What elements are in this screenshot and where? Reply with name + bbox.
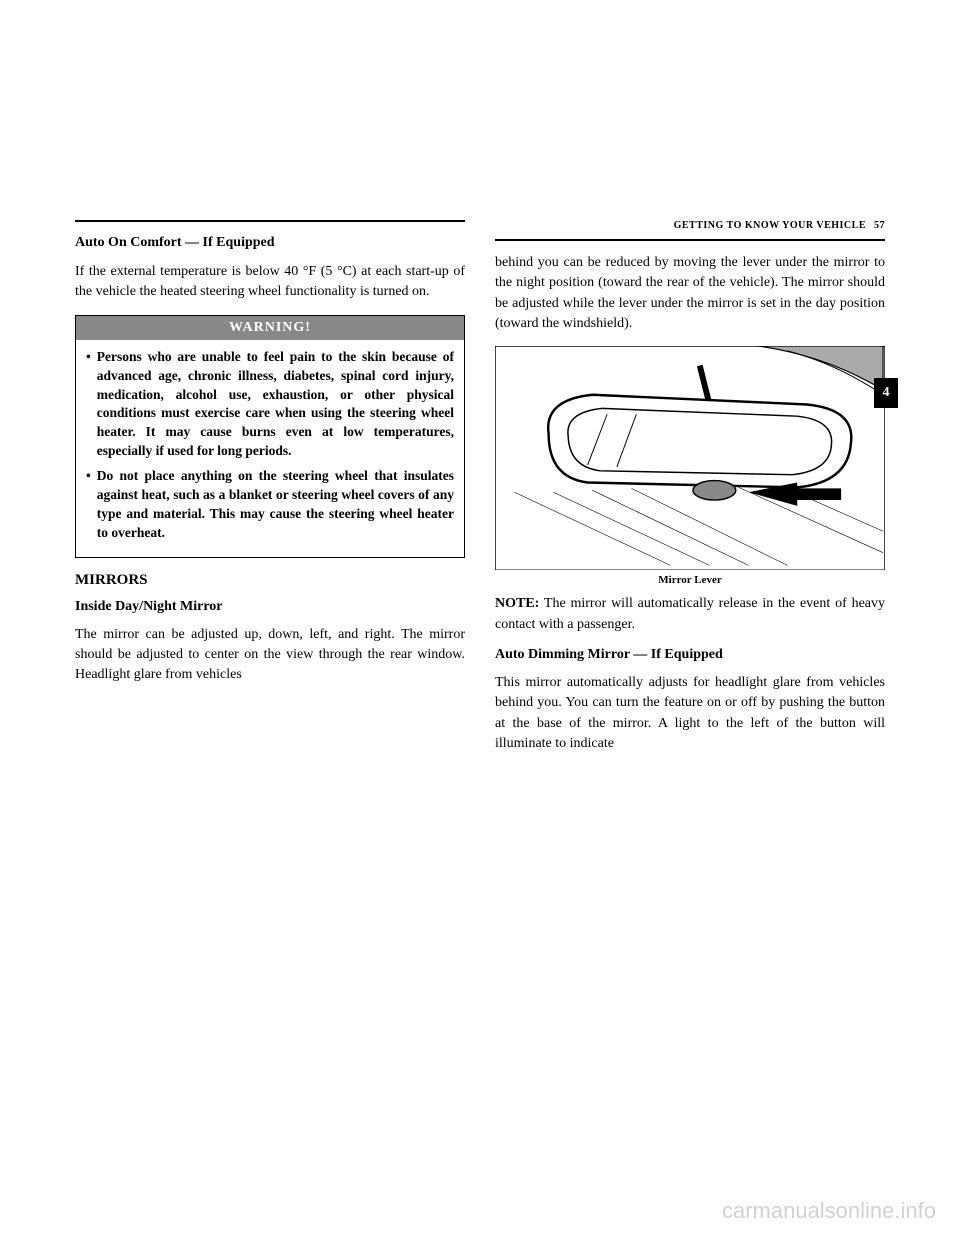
note-body: The mirror will automatically release in… — [495, 596, 885, 631]
para-mirror-adjust: The mirror can be adjusted up, down, lef… — [75, 625, 465, 686]
bullet-icon: • — [86, 467, 91, 543]
page-content: Auto On Comfort — If Equipped If the ext… — [75, 220, 885, 766]
left-column: Auto On Comfort — If Equipped If the ext… — [75, 220, 465, 766]
section-mirrors: MIRRORS — [75, 572, 465, 589]
figure-mirror-lever — [495, 346, 885, 570]
note-label: NOTE: — [495, 596, 539, 611]
right-column: GETTING TO KNOW YOUR VEHICLE 57 behind y… — [495, 220, 885, 766]
para-autodim: This mirror automatically adjusts for he… — [495, 673, 885, 754]
header-section: GETTING TO KNOW YOUR VEHICLE — [674, 220, 866, 231]
warning-title: WARNING! — [76, 316, 464, 340]
tab-number: 4 — [883, 385, 890, 401]
section-tab: 4 — [874, 378, 898, 408]
subsection-autodim: Auto Dimming Mirror — If Equipped — [495, 647, 885, 663]
warning-item: • Persons who are unable to feel pain to… — [86, 348, 454, 461]
mirror-lever-illustration — [495, 346, 885, 570]
subsection-daynight: Inside Day/Night Mirror — [75, 599, 465, 615]
warning-item-text: Persons who are unable to feel pain to t… — [97, 348, 454, 461]
page-header: GETTING TO KNOW YOUR VEHICLE 57 — [495, 220, 885, 231]
para-auto-on: If the external temperature is below 40 … — [75, 262, 465, 303]
bullet-icon: • — [86, 348, 91, 461]
header-rule-right — [495, 239, 885, 241]
note-mirror-release: NOTE: The mirror will automatically rele… — [495, 594, 885, 635]
header-rule-left — [75, 220, 465, 222]
watermark: carmanualsonline.info — [722, 1198, 936, 1224]
para-mirror-continued: behind you can be reduced by moving the … — [495, 253, 885, 334]
header-page: 57 — [874, 220, 885, 231]
heading-auto-on: Auto On Comfort — If Equipped — [75, 234, 465, 252]
warning-body: • Persons who are unable to feel pain to… — [76, 340, 464, 557]
warning-item: • Do not place anything on the steering … — [86, 467, 454, 543]
warning-box: WARNING! • Persons who are unable to fee… — [75, 315, 465, 558]
figure-caption: Mirror Lever — [495, 574, 885, 586]
warning-item-text: Do not place anything on the steering wh… — [97, 467, 454, 543]
